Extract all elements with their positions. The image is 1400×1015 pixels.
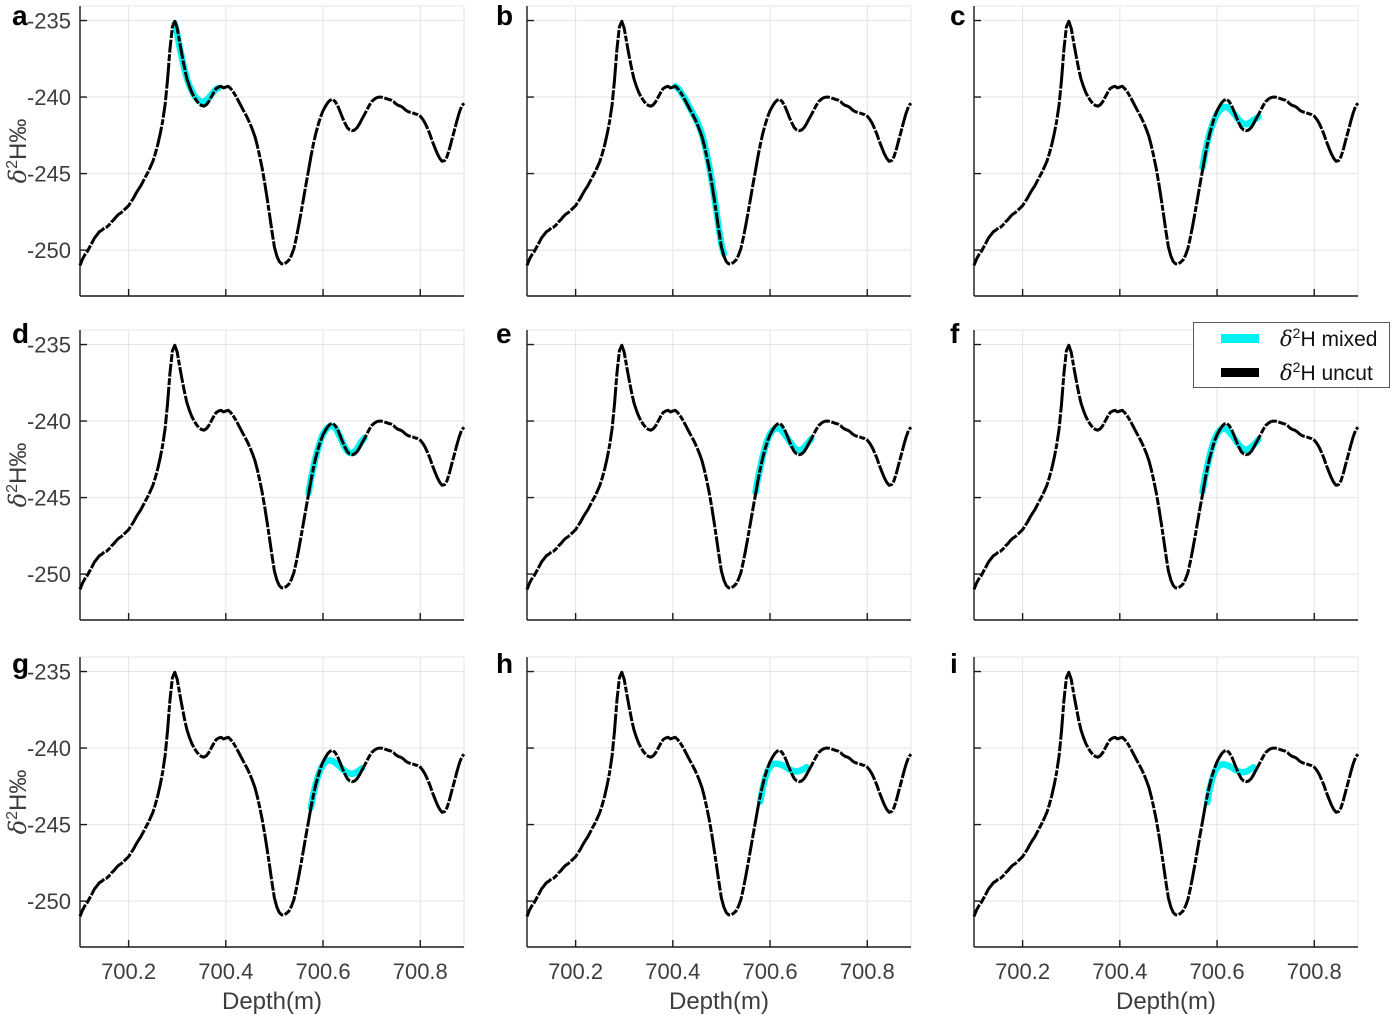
plot-panel-g: -250 -245 -240 -235 700.2 700.4 700.6 700.8 Dept…: [4, 656, 466, 1015]
x-tick-label: 700.2: [995, 959, 1050, 984]
y-tick-label: -250: [27, 889, 71, 914]
x-tick-label: 700.8: [840, 959, 895, 984]
legend-item-uncut: δ2H uncut: [1194, 359, 1389, 386]
mixed-series-line: [171, 20, 222, 105]
panel-letter-c: c: [950, 0, 966, 31]
y-tick-label: -250: [27, 562, 71, 587]
y-tick-label: -240: [27, 85, 71, 110]
x-tick-label: 700.2: [548, 959, 603, 984]
y-axis-label: δ2H‰: [4, 119, 32, 184]
y-tick-label: -250: [27, 238, 71, 263]
mixed-series-line: [305, 422, 368, 497]
y-tick-label: -245: [27, 486, 71, 511]
panel-letter-h: h: [496, 648, 514, 679]
x-tick-label: 700.6: [743, 959, 798, 984]
uncut-series-line: [525, 670, 913, 917]
plot-panel-c: [972, 5, 1360, 297]
x-tick-label: 700.2: [101, 959, 156, 984]
x-tick-label: 700.4: [645, 959, 700, 984]
uncut-series-line: [525, 343, 913, 590]
legend-label-uncut: δ2H uncut: [1280, 358, 1373, 385]
legend-item-mixed: δ2H mixed: [1194, 325, 1389, 352]
panel-letter-f: f: [950, 318, 960, 349]
plot-panel-h: 700.2 700.4 700.6 700.8 Depth(m): [525, 656, 913, 1015]
uncut-series-line: [972, 19, 1360, 266]
y-tick-label: -235: [27, 333, 71, 358]
panel-letter-b: b: [496, 0, 514, 31]
y-tick-label: -235: [27, 9, 71, 34]
x-tick-label: 700.4: [198, 959, 253, 984]
uncut-series-line: [78, 670, 466, 917]
plot-panel-a: -250 -245 -240 -235 δ2H‰: [4, 5, 466, 297]
y-tick-label: -240: [27, 409, 71, 434]
uncut-series-line: [972, 670, 1360, 917]
mixed-line-swatch-icon: [1221, 333, 1259, 343]
plot-panel-b: [525, 5, 913, 297]
y-tick-label: -240: [27, 736, 71, 761]
plot-panel-i: 700.2 700.4 700.6 700.8 Depth(m): [972, 656, 1360, 1015]
mixed-series-line: [672, 83, 728, 258]
x-axis-label: Depth(m): [222, 988, 322, 1015]
uncut-line-swatch-icon: [1221, 367, 1259, 377]
y-tick-label: -245: [27, 162, 71, 187]
y-tick-label: -235: [27, 660, 71, 685]
uncut-series-line: [78, 19, 466, 266]
mixed-series-line: [1199, 425, 1262, 495]
y-tick-label: -245: [27, 813, 71, 838]
x-tick-label: 700.6: [1190, 959, 1245, 984]
legend-label-mixed: δ2H mixed: [1280, 324, 1378, 351]
y-axis-label: δ2H‰: [4, 770, 32, 835]
mixed-series-line: [1199, 103, 1262, 171]
panel-letter-a: a: [12, 0, 28, 31]
x-tick-label: 700.8: [393, 959, 448, 984]
mixed-series-line: [307, 757, 366, 811]
legend: δ2H mixed δ2H uncut: [1193, 322, 1390, 388]
x-axis-label: Depth(m): [669, 988, 769, 1015]
uncut-series-line: [972, 343, 1360, 590]
x-axis-label: Depth(m): [1116, 988, 1216, 1015]
x-tick-label: 700.8: [1287, 959, 1342, 984]
panel-letter-g: g: [12, 648, 30, 679]
mixed-series-line: [752, 424, 815, 496]
x-tick-label: 700.6: [296, 959, 351, 984]
uncut-series-line: [78, 343, 466, 590]
panel-letter-e: e: [496, 318, 512, 349]
plot-panel-d: -250 -245 -240 -235 δ2H‰: [4, 329, 466, 621]
x-tick-label: 700.4: [1092, 959, 1147, 984]
plot-panel-e: [525, 329, 913, 621]
panel-letter-i: i: [950, 648, 958, 679]
y-axis-label: δ2H‰: [4, 443, 32, 508]
uncut-series-line: [525, 19, 913, 266]
panel-letter-d: d: [12, 318, 30, 349]
